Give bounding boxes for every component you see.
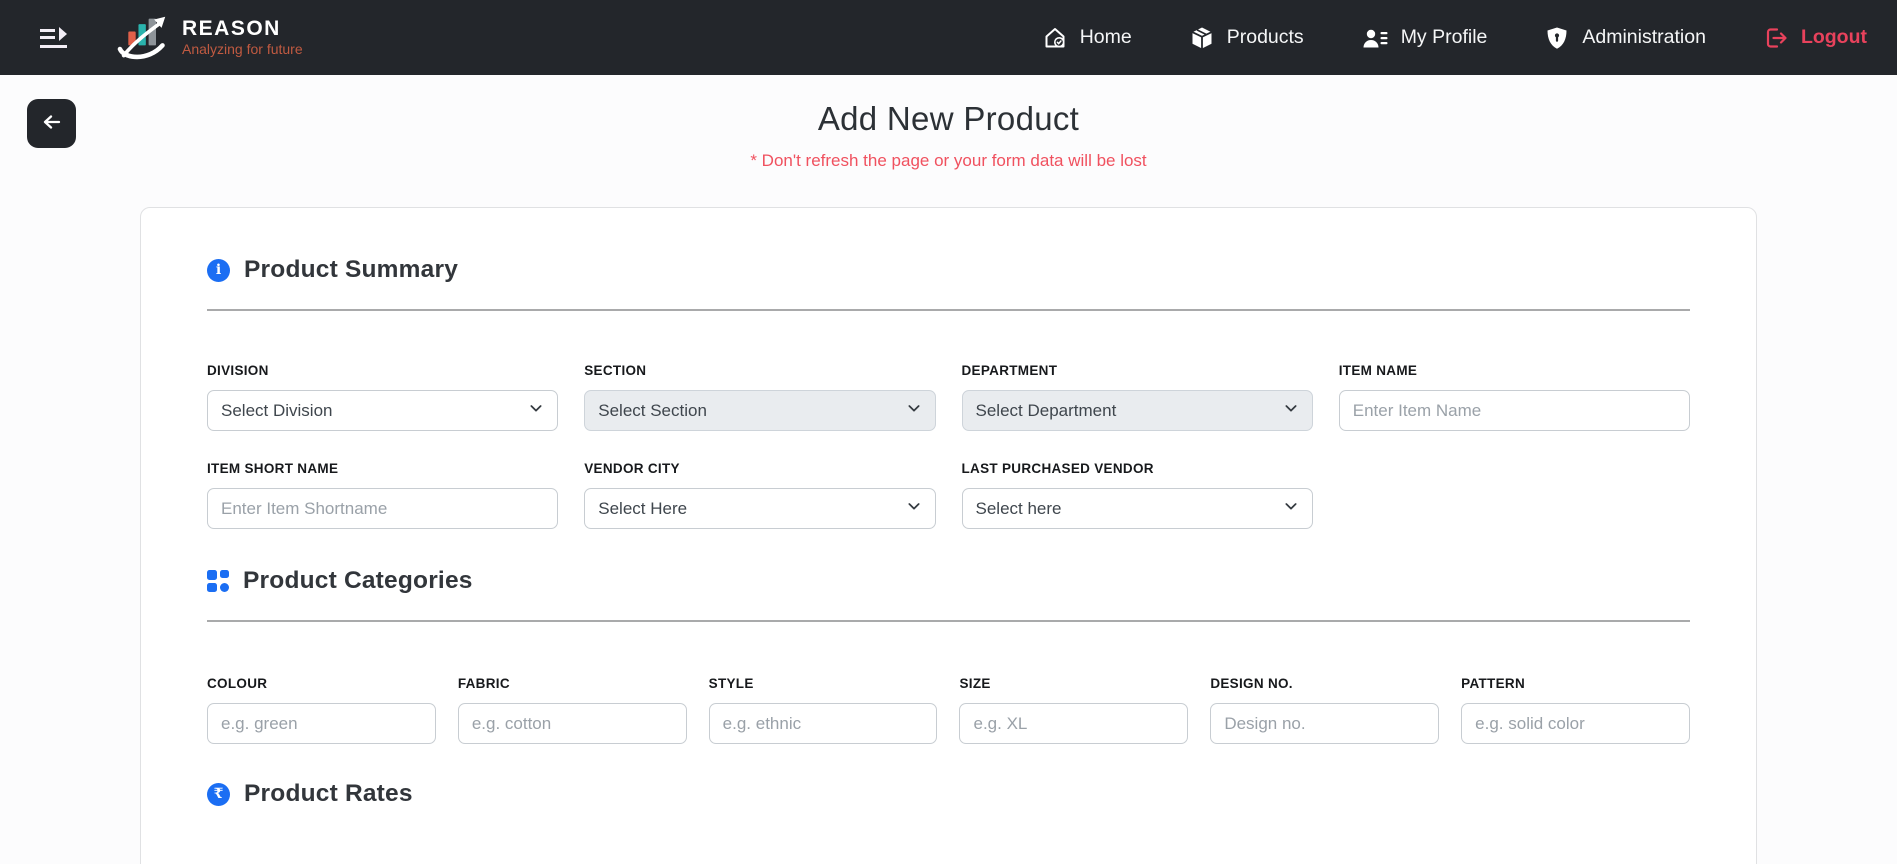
back-button[interactable] [27,99,76,148]
division-select-value: Select Division [221,400,333,420]
division-label: DIVISION [207,363,269,378]
design-no-label: DESIGN NO. [1210,676,1293,691]
department-select-value: Select Department [975,400,1117,420]
rupee-icon: ₹ [207,782,230,806]
brand-logo[interactable]: REASON Analyzing for future [116,14,303,62]
empty-cell [1339,461,1690,529]
department-select[interactable]: Select Department [961,390,1313,431]
design-no-input[interactable] [1210,703,1440,744]
nav-label-administration: Administration [1582,26,1706,48]
chevron-down-icon [906,400,922,421]
chevron-down-icon [906,498,922,519]
nav-item-home[interactable]: Home [1043,26,1132,50]
brand-tagline: Analyzing for future [182,41,303,58]
style-label: STYLE [708,676,754,691]
size-label: SIZE [959,676,991,691]
add-product-card: i Product Summary DIVISION Select Divisi… [140,207,1757,864]
section-header-product-rates: ₹ Product Rates [207,780,1690,808]
nav-item-administration[interactable]: Administration [1545,26,1706,50]
section-select-value: Select Section [598,400,707,420]
item-short-name-input[interactable] [207,488,559,529]
logout-icon [1764,26,1788,50]
colour-input[interactable] [207,703,436,744]
section-select[interactable]: Select Section [584,390,936,431]
fabric-field: FABRIC [457,676,687,744]
pattern-input[interactable] [1461,703,1690,744]
fabric-label: FABRIC [457,676,510,691]
size-field: SIZE [959,676,1189,744]
grid-icon [207,570,229,592]
last-purchased-vendor-field: LAST PURCHASED VENDOR Select here [961,461,1313,529]
logout-button[interactable]: Logout [1764,26,1867,50]
section-label: SECTION [584,363,647,378]
fabric-input[interactable] [457,703,687,744]
shield-icon [1545,26,1569,50]
nav-label-products: Products [1226,26,1304,48]
sidebar-toggle-icon[interactable] [38,23,72,53]
section-divider [207,620,1690,622]
item-name-input[interactable] [1338,390,1690,431]
nav-item-products[interactable]: Products [1190,26,1304,50]
item-name-label: ITEM NAME [1338,363,1418,378]
vendor-city-select-value: Select Here [598,498,688,518]
chart-arrow-logo-icon [116,14,172,62]
section-header-product-categories: Product Categories [207,567,1690,595]
vendor-city-field: VENDOR CITY Select Here [584,461,936,529]
section-title-product-rates: Product Rates [244,780,413,807]
info-icon: i [207,258,230,282]
nav-label-my-profile: My Profile [1400,26,1488,48]
item-short-name-field: ITEM SHORT NAME [207,461,559,529]
last-purchased-vendor-label: LAST PURCHASED VENDOR [961,461,1154,476]
division-select[interactable]: Select Division [207,390,559,431]
section-divider [207,309,1690,311]
style-field: STYLE [708,676,938,744]
size-input[interactable] [959,703,1189,744]
page-title: Add New Product [817,100,1080,137]
top-navbar: REASON Analyzing for future Home [0,0,1897,75]
colour-field: COLOUR [207,676,436,744]
item-short-name-label: ITEM SHORT NAME [207,461,339,476]
box-icon [1190,26,1214,50]
pattern-label: PATTERN [1461,676,1526,691]
nav-item-my-profile[interactable]: My Profile [1362,26,1488,50]
section-title-product-summary: Product Summary [244,256,459,283]
user-list-icon [1362,26,1388,50]
item-name-field: ITEM NAME [1338,363,1690,431]
section-field: SECTION Select Section [584,363,936,431]
nav-label-home: Home [1079,26,1132,48]
vendor-city-label: VENDOR CITY [584,461,680,476]
vendor-city-select[interactable]: Select Here [584,488,936,529]
colour-label: COLOUR [207,676,268,691]
department-field: DEPARTMENT Select Department [961,363,1313,431]
style-input[interactable] [708,703,938,744]
last-purchased-vendor-select[interactable]: Select here [961,488,1313,529]
nav-label-logout: Logout [1800,26,1867,48]
form-warning-text: * Don't refresh the page or your form da… [750,151,1147,170]
section-header-product-summary: i Product Summary [207,256,1690,284]
home-icon [1043,26,1067,50]
chevron-down-icon [1283,498,1299,519]
chevron-down-icon [1283,400,1299,421]
last-purchased-vendor-select-value: Select here [975,498,1062,518]
nav-menu: Home Products [1043,26,1867,50]
division-field: DIVISION Select Division [207,363,559,431]
chevron-down-icon [528,400,544,421]
section-title-product-categories: Product Categories [243,567,473,594]
arrow-left-icon [40,110,64,137]
pattern-field: PATTERN [1461,676,1690,744]
design-no-field: DESIGN NO. [1210,676,1440,744]
department-label: DEPARTMENT [961,363,1058,378]
brand-name: REASON [182,17,281,41]
